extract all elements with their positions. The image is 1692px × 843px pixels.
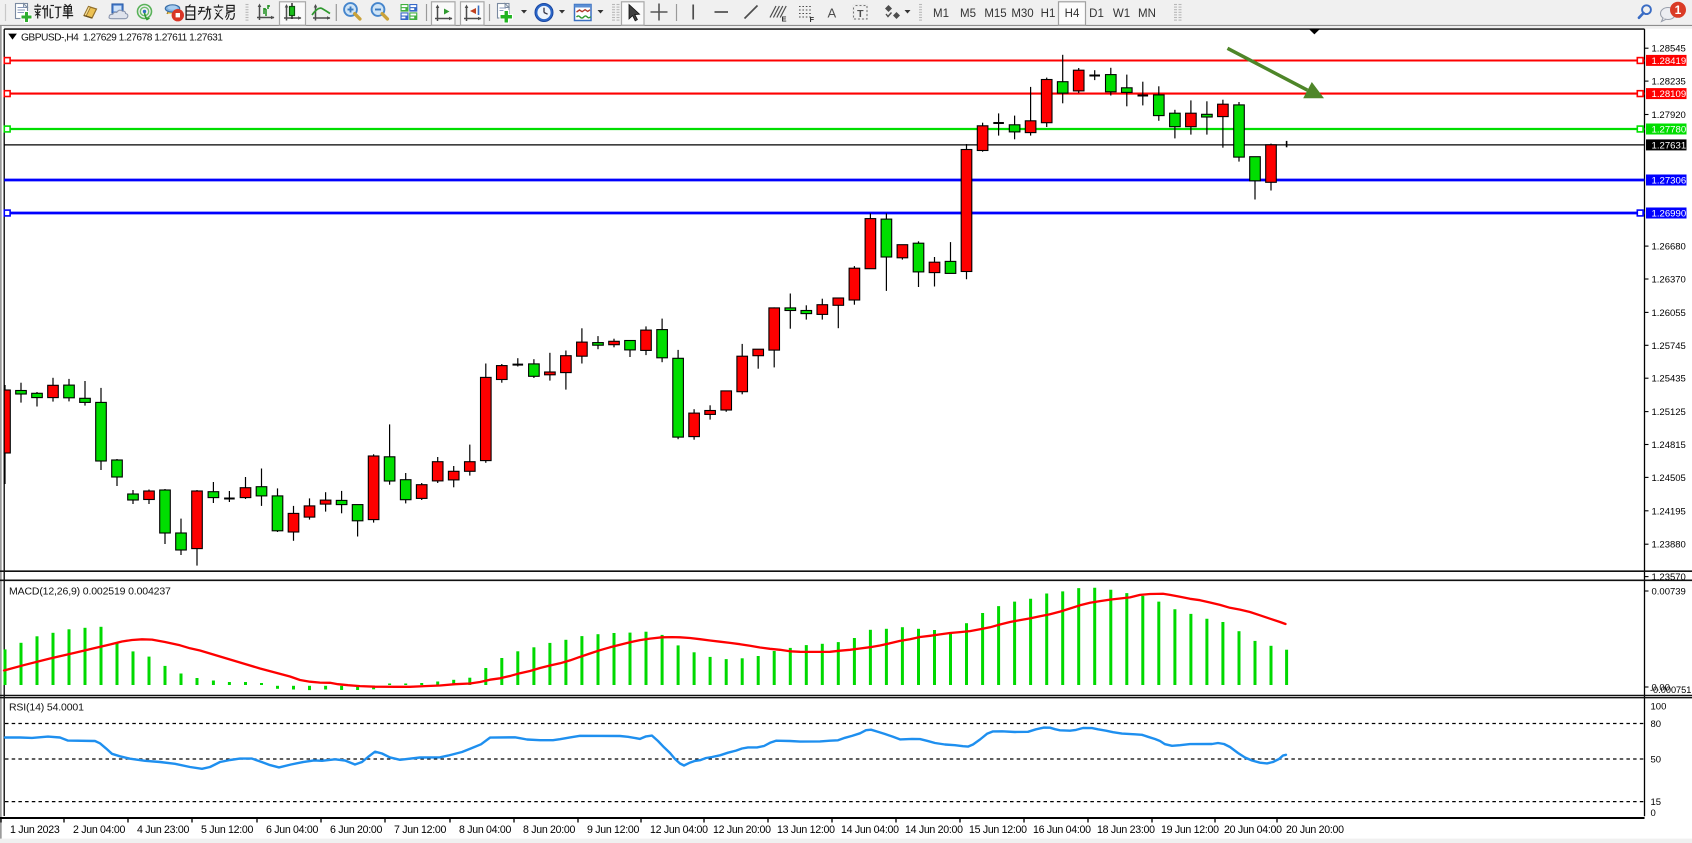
svg-text:6 Jun 04:00: 6 Jun 04:00 [266, 824, 318, 836]
svg-text:1.25125: 1.25125 [1652, 407, 1686, 418]
svg-text:19 Jun 12:00: 19 Jun 12:00 [1161, 824, 1219, 836]
svg-text:2 Jun 04:00: 2 Jun 04:00 [73, 824, 125, 836]
svg-text:1 Jun 2023: 1 Jun 2023 [10, 824, 60, 836]
svg-text:D1: D1 [1089, 8, 1104, 20]
svg-text:1.28109: 1.28109 [1652, 89, 1687, 100]
svg-text:15: 15 [1651, 797, 1662, 808]
svg-text:14 Jun 20:00: 14 Jun 20:00 [905, 824, 963, 836]
svg-text:7 Jun 12:00: 7 Jun 12:00 [394, 824, 446, 836]
svg-text:5 Jun 12:00: 5 Jun 12:00 [201, 824, 253, 836]
svg-text:1.23880: 1.23880 [1652, 540, 1686, 551]
svg-text:MN: MN [1138, 8, 1156, 20]
svg-text:1.24505: 1.24505 [1652, 473, 1686, 484]
svg-text:1.23570: 1.23570 [1652, 572, 1686, 583]
svg-text:1.24815: 1.24815 [1652, 440, 1686, 451]
svg-text:4 Jun 23:00: 4 Jun 23:00 [137, 824, 189, 836]
svg-text:13 Jun 12:00: 13 Jun 12:00 [777, 824, 835, 836]
svg-text:1.28419: 1.28419 [1652, 56, 1687, 67]
svg-text:1: 1 [1675, 3, 1682, 17]
svg-text:50: 50 [1651, 755, 1662, 766]
svg-text:20 Jun 20:00: 20 Jun 20:00 [1286, 824, 1344, 836]
svg-text:H4: H4 [1065, 8, 1080, 20]
svg-text:1.26055: 1.26055 [1652, 308, 1686, 319]
svg-text:18 Jun 23:00: 18 Jun 23:00 [1097, 824, 1155, 836]
svg-text:M1: M1 [933, 8, 949, 20]
svg-text:1.26680: 1.26680 [1652, 242, 1686, 253]
svg-text:100: 100 [1651, 702, 1667, 713]
svg-text:1.25745: 1.25745 [1652, 341, 1686, 352]
svg-text:A: A [828, 6, 837, 21]
svg-text:16 Jun 04:00: 16 Jun 04:00 [1033, 824, 1091, 836]
svg-text:1.28235: 1.28235 [1652, 77, 1686, 88]
svg-text:M15: M15 [984, 8, 1006, 20]
svg-text:1.26990: 1.26990 [1652, 209, 1687, 220]
svg-text:-0.000751: -0.000751 [1650, 685, 1691, 695]
svg-text:0.00739: 0.00739 [1652, 587, 1686, 598]
svg-text:RSI(14) 54.0001: RSI(14) 54.0001 [9, 702, 84, 714]
svg-text:20 Jun 04:00: 20 Jun 04:00 [1224, 824, 1282, 836]
svg-text:14 Jun 04:00: 14 Jun 04:00 [841, 824, 899, 836]
svg-text:0.00: 0.00 [1652, 682, 1671, 693]
svg-text:8 Jun 04:00: 8 Jun 04:00 [459, 824, 511, 836]
svg-text:GBPUSD-,H4 1.27629 1.27678 1.: GBPUSD-,H4 1.27629 1.27678 1.27611 1.276… [21, 33, 223, 44]
svg-text:1.25435: 1.25435 [1652, 374, 1686, 385]
svg-text:12 Jun 20:00: 12 Jun 20:00 [713, 824, 771, 836]
svg-text:1.27780: 1.27780 [1652, 125, 1687, 136]
svg-text:1.26370: 1.26370 [1652, 275, 1686, 286]
svg-text:1.28545: 1.28545 [1652, 44, 1686, 55]
svg-text:M30: M30 [1011, 8, 1033, 20]
svg-text:MACD(12,26,9) 0.002519 0.00423: MACD(12,26,9) 0.002519 0.004237 [9, 586, 171, 598]
svg-text:E: E [782, 15, 787, 24]
svg-text:80: 80 [1651, 719, 1662, 730]
svg-text:0: 0 [1651, 808, 1656, 819]
svg-text:12 Jun 04:00: 12 Jun 04:00 [650, 824, 708, 836]
svg-text:9 Jun 12:00: 9 Jun 12:00 [587, 824, 639, 836]
svg-text:H1: H1 [1041, 8, 1056, 20]
svg-text:1.27306: 1.27306 [1652, 176, 1687, 187]
svg-text:T: T [857, 8, 864, 20]
svg-text:1.27920: 1.27920 [1652, 110, 1686, 121]
svg-text:1.27631: 1.27631 [1652, 140, 1687, 151]
svg-text:F: F [810, 15, 815, 24]
svg-text:15 Jun 12:00: 15 Jun 12:00 [969, 824, 1027, 836]
svg-text:1.24195: 1.24195 [1652, 506, 1686, 517]
svg-text:W1: W1 [1113, 8, 1130, 20]
svg-text:8 Jun 20:00: 8 Jun 20:00 [523, 824, 575, 836]
svg-text:M5: M5 [960, 8, 976, 20]
svg-text:6 Jun 20:00: 6 Jun 20:00 [330, 824, 382, 836]
